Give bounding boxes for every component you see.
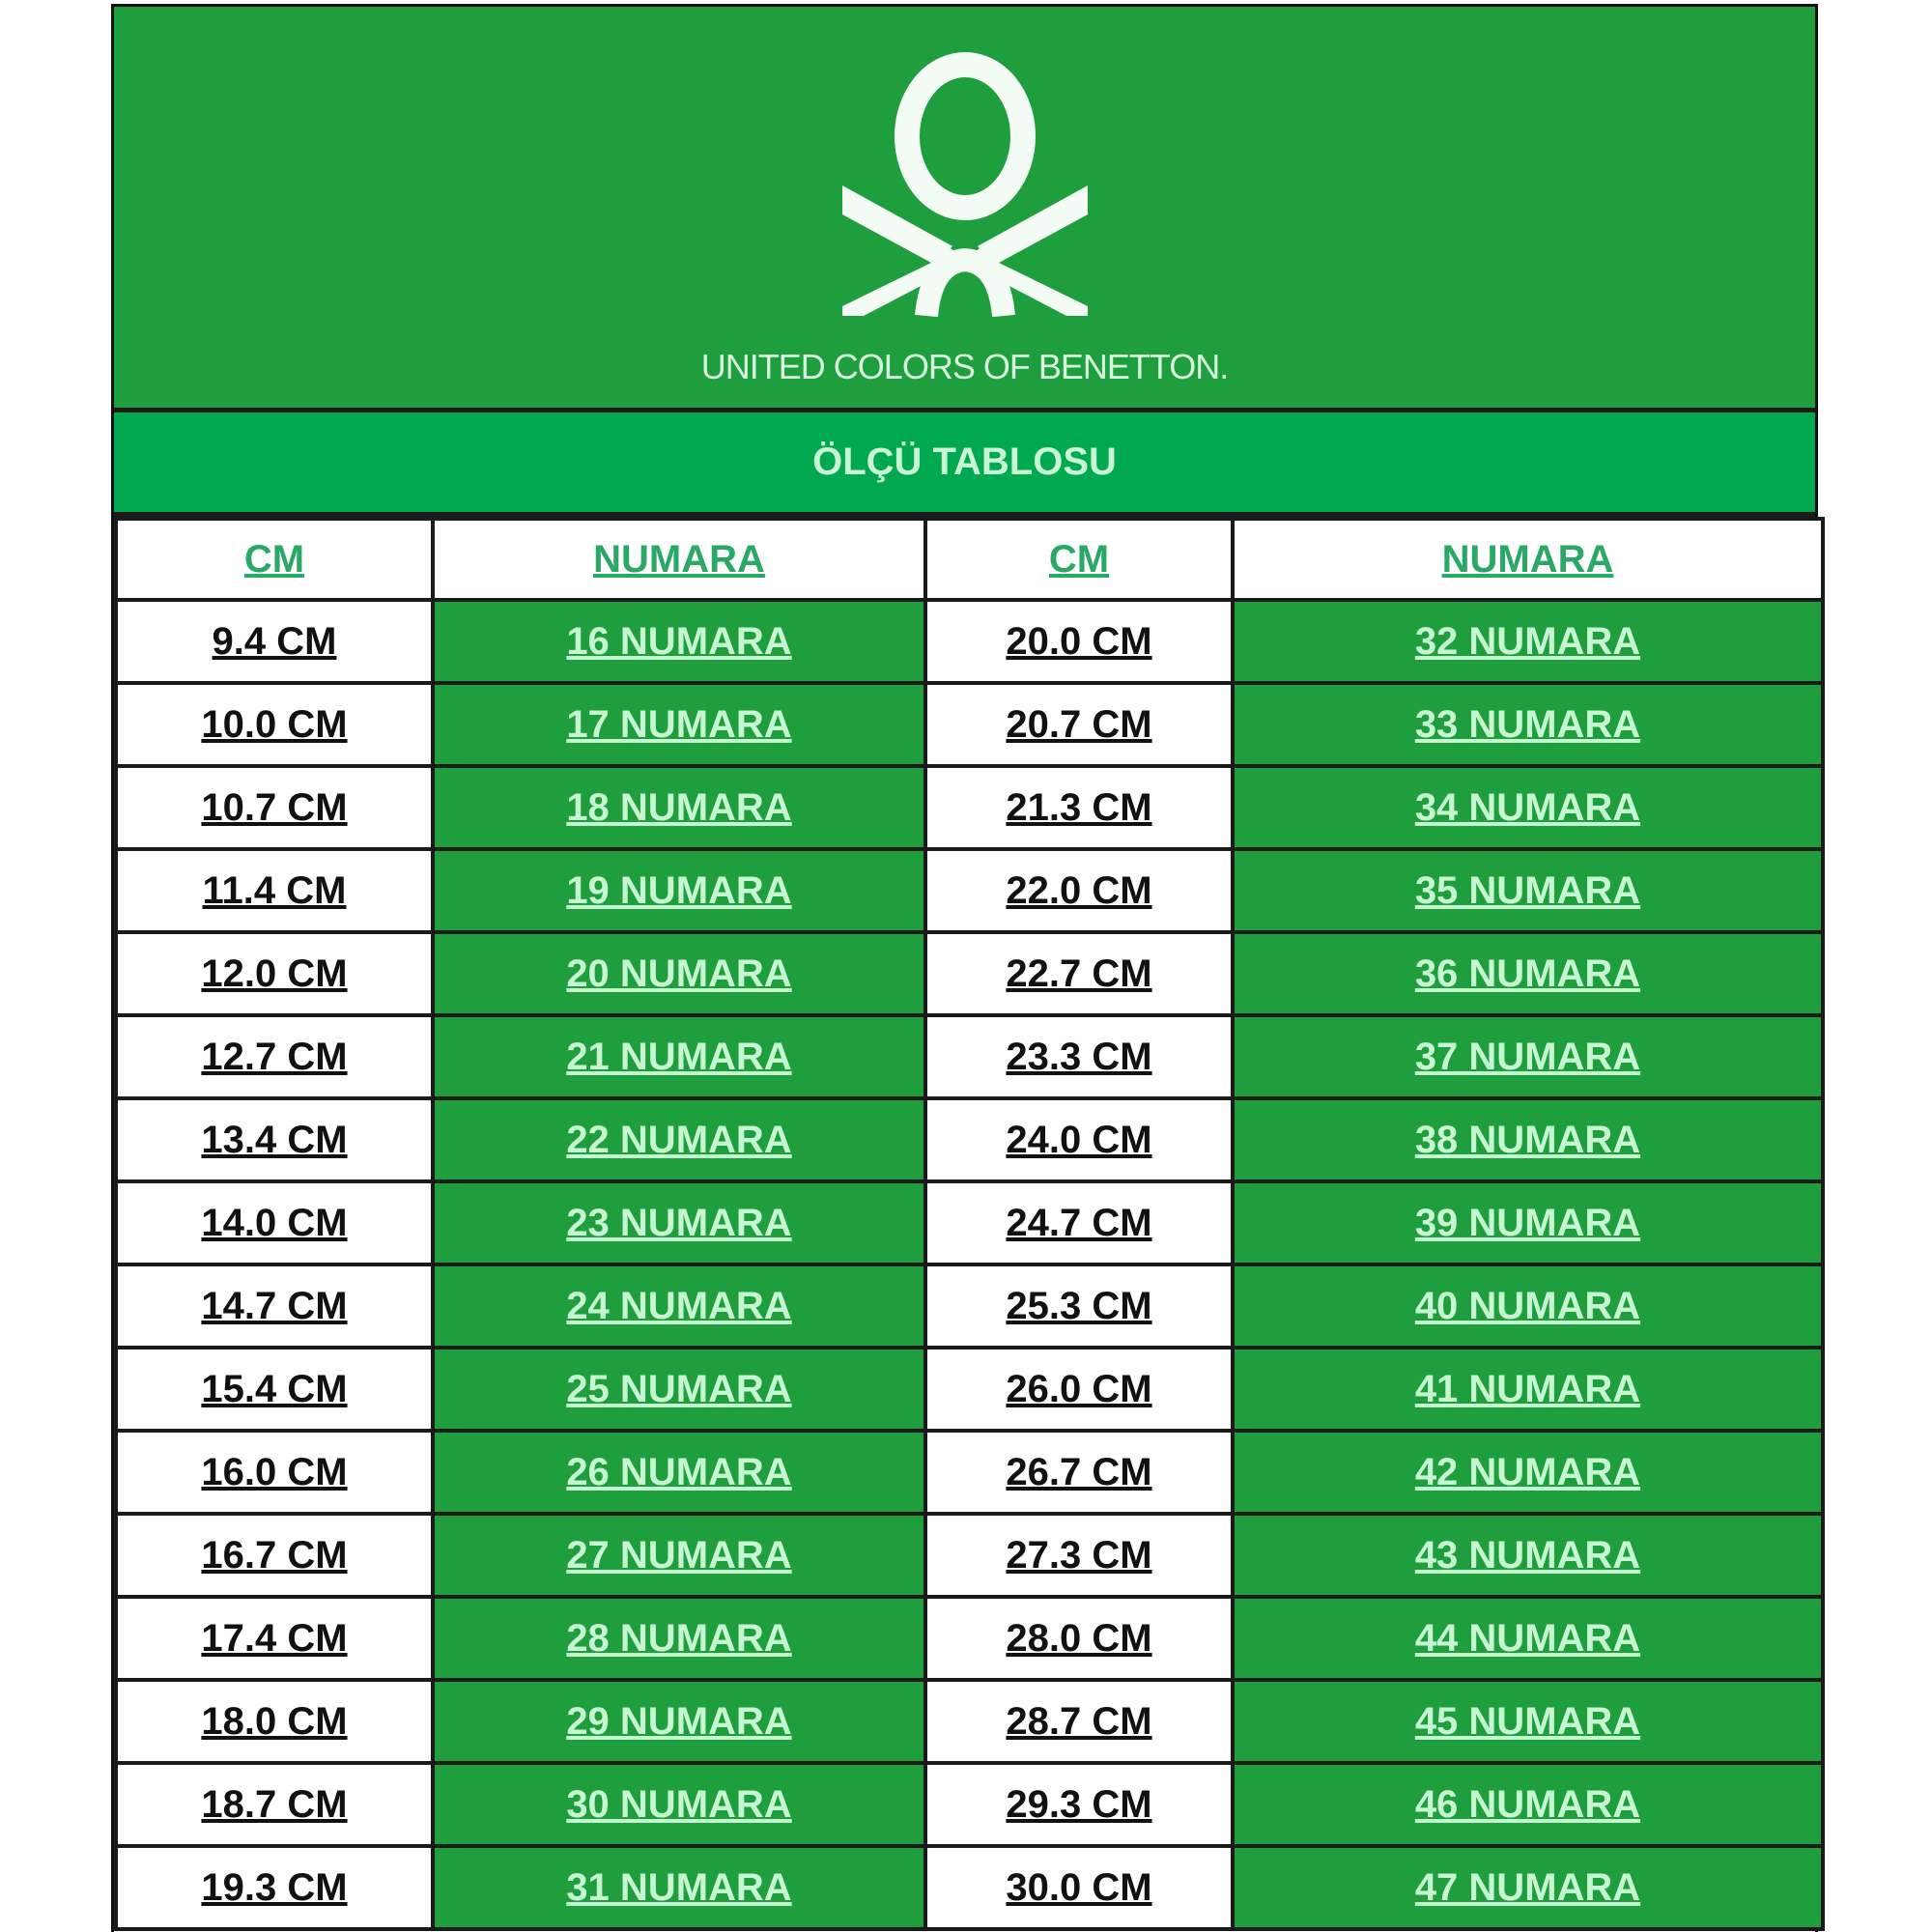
- cm-cell: 14.0 CM: [114, 1179, 435, 1266]
- cm-cell: 22.0 CM: [923, 847, 1235, 934]
- header-cm: CM: [114, 517, 435, 602]
- logo-header: UNITED COLORS OF BENETTON.: [114, 7, 1815, 412]
- numara-cell: 25 NUMARA: [431, 1346, 927, 1433]
- cm-cell: 20.0 CM: [923, 598, 1235, 685]
- chart-title: ÖLÇÜ TABLOSU: [812, 440, 1117, 483]
- numara-cell: 21 NUMARA: [431, 1013, 927, 1100]
- cm-cell: 16.0 CM: [114, 1429, 435, 1516]
- cm-cell: 29.3 CM: [923, 1761, 1235, 1848]
- cm-cell: 25.3 CM: [923, 1263, 1235, 1350]
- numara-cell: 40 NUMARA: [1231, 1263, 1825, 1350]
- cm-cell: 15.4 CM: [114, 1346, 435, 1433]
- numara-cell: 42 NUMARA: [1231, 1429, 1825, 1516]
- cm-cell: 12.7 CM: [114, 1013, 435, 1100]
- cm-cell: 23.3 CM: [923, 1013, 1235, 1100]
- benetton-knot-logo-icon: [841, 52, 1088, 318]
- numara-cell: 28 NUMARA: [431, 1595, 927, 1682]
- cm-cell: 28.0 CM: [923, 1595, 1235, 1682]
- numara-cell: 34 NUMARA: [1231, 764, 1825, 851]
- cm-cell: 13.4 CM: [114, 1096, 435, 1183]
- numara-cell: 18 NUMARA: [431, 764, 927, 851]
- cm-cell: 26.7 CM: [923, 1429, 1235, 1516]
- numara-cell: 44 NUMARA: [1231, 1595, 1825, 1682]
- table-row: 14.7 CM 24 NUMARA 25.3 CM 40 NUMARA: [114, 1263, 1825, 1350]
- numara-cell: 30 NUMARA: [431, 1761, 927, 1848]
- table-row: 12.0 CM 20 NUMARA 22.7 CM 36 NUMARA: [114, 930, 1825, 1017]
- cm-cell: 20.7 CM: [923, 681, 1235, 768]
- header-cm: CM: [923, 517, 1235, 602]
- numara-cell: 16 NUMARA: [431, 598, 927, 685]
- brand-name: UNITED COLORS OF BENETTON.: [700, 347, 1229, 386]
- table-row: 16.0 CM 26 NUMARA 26.7 CM 42 NUMARA: [114, 1429, 1825, 1516]
- numara-cell: 19 NUMARA: [431, 847, 927, 934]
- numara-cell: 20 NUMARA: [431, 930, 927, 1017]
- numara-cell: 41 NUMARA: [1231, 1346, 1825, 1433]
- cm-cell: 30.0 CM: [923, 1844, 1235, 1931]
- table-row: 10.0 CM 17 NUMARA 20.7 CM 33 NUMARA: [114, 681, 1825, 768]
- numara-cell: 35 NUMARA: [1231, 847, 1825, 934]
- cm-cell: 17.4 CM: [114, 1595, 435, 1682]
- table-row: 14.0 CM 23 NUMARA 24.7 CM 39 NUMARA: [114, 1179, 1825, 1266]
- table-row: 18.7 CM 30 NUMARA 29.3 CM 46 NUMARA: [114, 1761, 1825, 1848]
- numara-cell: 37 NUMARA: [1231, 1013, 1825, 1100]
- numara-cell: 24 NUMARA: [431, 1263, 927, 1350]
- header-numara: NUMARA: [1231, 517, 1825, 602]
- cm-cell: 11.4 CM: [114, 847, 435, 934]
- cm-cell: 18.0 CM: [114, 1678, 435, 1765]
- chart-title-band: ÖLÇÜ TABLOSU: [114, 412, 1815, 517]
- table-row: 11.4 CM 19 NUMARA 22.0 CM 35 NUMARA: [114, 847, 1825, 934]
- numara-cell: 38 NUMARA: [1231, 1096, 1825, 1183]
- cm-cell: 26.0 CM: [923, 1346, 1235, 1433]
- table-row: 9.4 CM 16 NUMARA 20.0 CM 32 NUMARA: [114, 598, 1825, 685]
- table-row: 19.3 CM 31 NUMARA 30.0 CM 47 NUMARA: [114, 1844, 1825, 1931]
- table-row: 18.0 CM 29 NUMARA 28.7 CM 45 NUMARA: [114, 1678, 1825, 1765]
- numara-cell: 33 NUMARA: [1231, 681, 1825, 768]
- cm-cell: 10.0 CM: [114, 681, 435, 768]
- cm-cell: 14.7 CM: [114, 1263, 435, 1350]
- numara-cell: 47 NUMARA: [1231, 1844, 1825, 1931]
- numara-cell: 32 NUMARA: [1231, 598, 1825, 685]
- size-chart: UNITED COLORS OF BENETTON. ÖLÇÜ TABLOSU …: [111, 4, 1825, 1932]
- table-row: 16.7 CM 27 NUMARA 27.3 CM 43 NUMARA: [114, 1512, 1825, 1599]
- cm-cell: 27.3 CM: [923, 1512, 1235, 1599]
- cm-cell: 18.7 CM: [114, 1761, 435, 1848]
- numara-cell: 23 NUMARA: [431, 1179, 927, 1266]
- table-row: 15.4 CM 25 NUMARA 26.0 CM 41 NUMARA: [114, 1346, 1825, 1433]
- table-row: 13.4 CM 22 NUMARA 24.0 CM 38 NUMARA: [114, 1096, 1825, 1183]
- numara-cell: 45 NUMARA: [1231, 1678, 1825, 1765]
- numara-cell: 17 NUMARA: [431, 681, 927, 768]
- cm-cell: 10.7 CM: [114, 764, 435, 851]
- cm-cell: 24.0 CM: [923, 1096, 1235, 1183]
- numara-cell: 36 NUMARA: [1231, 930, 1825, 1017]
- numara-cell: 39 NUMARA: [1231, 1179, 1825, 1266]
- table-row: 12.7 CM 21 NUMARA 23.3 CM 37 NUMARA: [114, 1013, 1825, 1100]
- numara-cell: 46 NUMARA: [1231, 1761, 1825, 1848]
- size-table: CM NUMARA CM NUMARA 9.4 CM 16 NUMARA 20.0 …: [114, 517, 1825, 1931]
- cm-cell: 28.7 CM: [923, 1678, 1235, 1765]
- table-row: 17.4 CM 28 NUMARA 28.0 CM 44 NUMARA: [114, 1595, 1825, 1682]
- header-numara: NUMARA: [431, 517, 927, 602]
- numara-cell: 29 NUMARA: [431, 1678, 927, 1765]
- cm-cell: 9.4 CM: [114, 598, 435, 685]
- cm-cell: 16.7 CM: [114, 1512, 435, 1599]
- table-row: 10.7 CM 18 NUMARA 21.3 CM 34 NUMARA: [114, 764, 1825, 851]
- cm-cell: 24.7 CM: [923, 1179, 1235, 1266]
- numara-cell: 31 NUMARA: [431, 1844, 927, 1931]
- cm-cell: 19.3 CM: [114, 1844, 435, 1931]
- numara-cell: 43 NUMARA: [1231, 1512, 1825, 1599]
- cm-cell: 21.3 CM: [923, 764, 1235, 851]
- cm-cell: 12.0 CM: [114, 930, 435, 1017]
- numara-cell: 22 NUMARA: [431, 1096, 927, 1183]
- header-row: CM NUMARA CM NUMARA: [114, 517, 1825, 602]
- cm-cell: 22.7 CM: [923, 930, 1235, 1017]
- numara-cell: 26 NUMARA: [431, 1429, 927, 1516]
- numara-cell: 27 NUMARA: [431, 1512, 927, 1599]
